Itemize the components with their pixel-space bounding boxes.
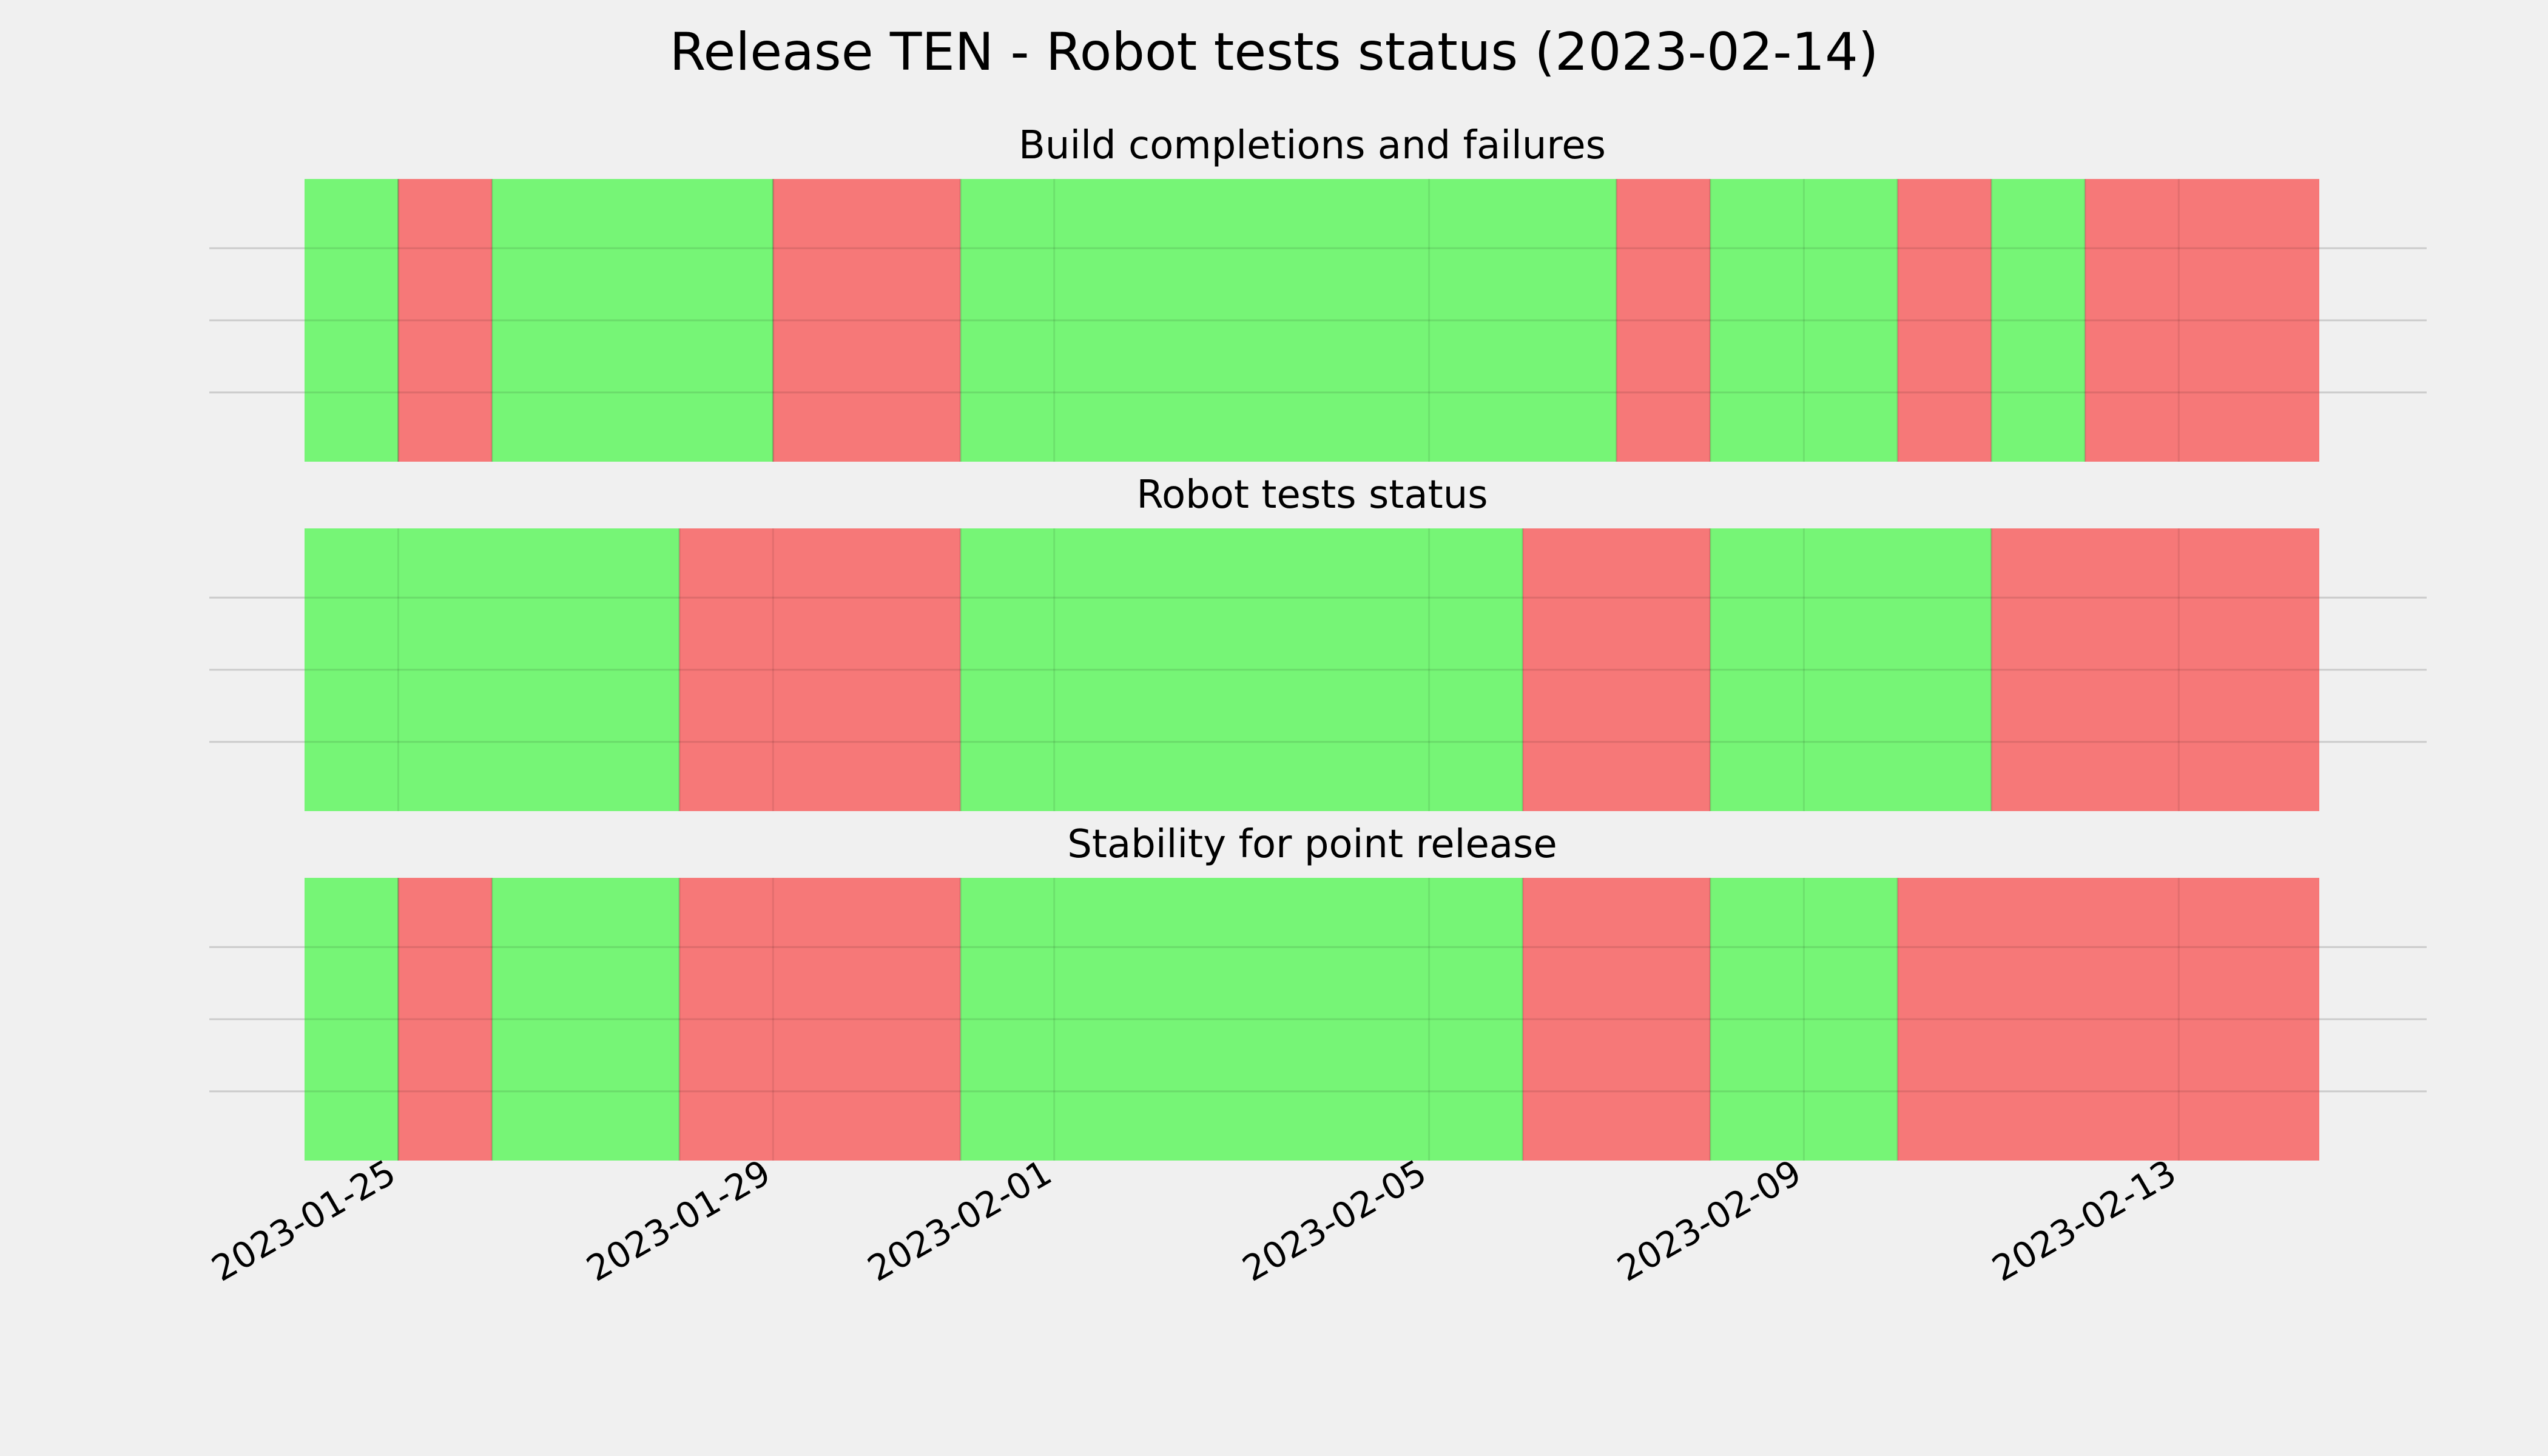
panel-1: Build completions and failures <box>209 123 2427 462</box>
status-segment-fail <box>679 878 961 1161</box>
status-segment-fail <box>679 528 961 811</box>
status-segment-fail <box>1616 179 1710 462</box>
status-segment-pass <box>960 528 1523 811</box>
status-segment-fail <box>398 179 492 462</box>
panels-group: Build completions and failures Robot test… <box>209 123 2427 1161</box>
status-segment-fail <box>1523 528 1710 811</box>
status-segment-fail <box>398 878 492 1161</box>
status-segment-pass <box>1710 179 1898 462</box>
status-segment-pass <box>491 878 679 1161</box>
panel-3: Stability for point release <box>209 822 2427 1161</box>
status-segment-pass <box>491 179 774 462</box>
status-segment-fail <box>1897 179 1992 462</box>
panel-title: Robot tests status <box>1136 473 1488 517</box>
panel-title: Build completions and failures <box>1019 123 1606 168</box>
status-segment-pass <box>305 179 399 462</box>
status-segment-fail <box>1523 878 1710 1161</box>
status-segment-pass <box>305 878 399 1161</box>
status-segment-fail <box>1897 878 2319 1161</box>
status-segment-pass <box>1991 179 2085 462</box>
status-segment-pass <box>960 878 1523 1161</box>
status-segment-pass <box>1710 878 1898 1161</box>
status-segment-pass <box>305 528 679 811</box>
status-segment-fail <box>773 179 961 462</box>
status-segment-fail <box>2085 179 2319 462</box>
status-segment-pass <box>1710 528 1992 811</box>
chart-title: Release TEN - Robot tests status (2023-0… <box>670 22 1879 83</box>
status-segment-pass <box>960 179 1617 462</box>
status-segment-fail <box>1991 528 2319 811</box>
panel-title: Stability for point release <box>1067 822 1557 867</box>
panel-2: Robot tests status <box>209 473 2427 811</box>
